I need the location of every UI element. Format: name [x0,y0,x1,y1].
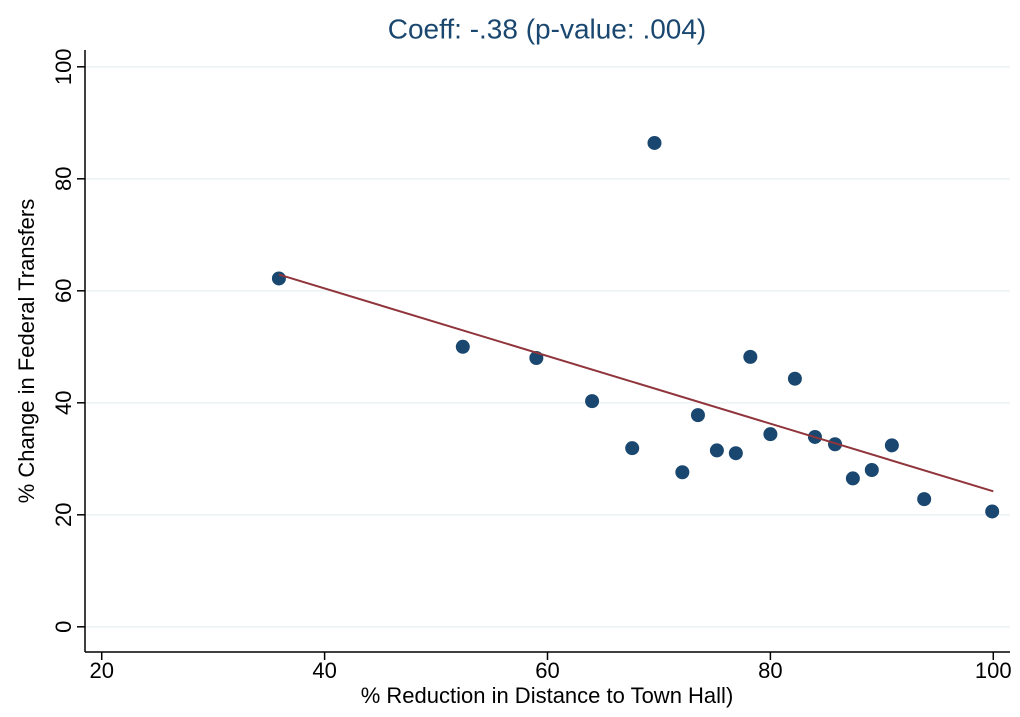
point [985,504,1000,519]
y-tick-label: 100 [51,48,76,85]
point [271,271,286,286]
y-tick-label: 20 [51,503,76,527]
x-tick-label: 80 [758,658,782,683]
chart-title: Coeff: -.38 (p-value: .004) [388,13,707,44]
y-tick-label: 40 [51,391,76,415]
fit-line [278,273,994,493]
point [728,446,743,461]
point [625,441,640,456]
point [845,471,860,486]
point [917,492,932,507]
point [585,394,600,409]
x-axis-title: % Reduction in Distance to Town Hall) [361,683,734,708]
y-tick-label: 0 [51,621,76,633]
y-axis-title: % Change in Federal Transfers [14,199,39,504]
point [864,463,879,477]
point [690,408,705,423]
point [455,339,470,354]
point [884,438,899,453]
point [709,443,724,458]
point [763,427,778,442]
x-tick-label: 20 [89,658,113,683]
x-tick-label: 100 [975,658,1012,683]
point [787,371,802,386]
point [647,135,662,150]
x-tick-label: 60 [535,658,559,683]
y-tick-label: 80 [51,167,76,191]
point [675,465,690,480]
y-tick-label: 60 [51,279,76,303]
x-tick-label: 40 [312,658,336,683]
point [743,349,758,364]
